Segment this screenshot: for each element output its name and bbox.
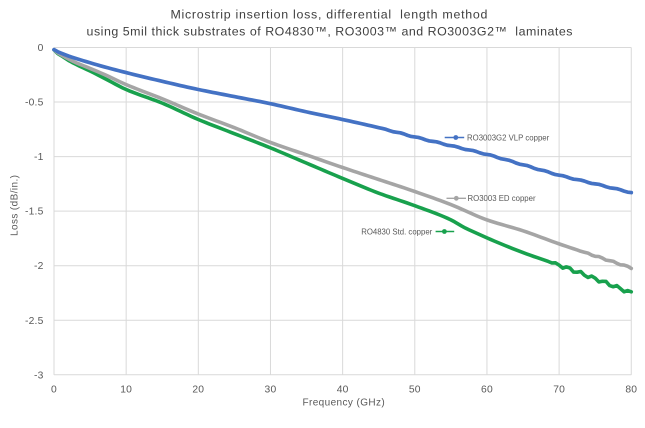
svg-text:-2.5: -2.5 — [25, 316, 44, 327]
svg-text:-0.5: -0.5 — [25, 98, 44, 109]
svg-text:Loss (dB/in.): Loss (dB/in.) — [9, 175, 20, 236]
svg-text:RO3003G2 VLP copper: RO3003G2 VLP copper — [467, 133, 550, 142]
svg-text:-1: -1 — [34, 152, 44, 163]
svg-text:80: 80 — [625, 385, 637, 396]
svg-text:-3: -3 — [34, 370, 44, 381]
svg-text:50: 50 — [409, 385, 421, 396]
svg-text:0: 0 — [38, 43, 44, 54]
svg-text:Microstrip insertion loss, dif: Microstrip insertion loss, differential … — [171, 8, 489, 22]
svg-text:70: 70 — [553, 385, 565, 396]
svg-text:RO3003 ED copper: RO3003 ED copper — [468, 194, 536, 203]
svg-text:30: 30 — [265, 385, 277, 396]
svg-text:0: 0 — [51, 385, 57, 396]
svg-text:using 5mil thick substrates of: using 5mil thick substrates of RO4830™, … — [87, 25, 573, 39]
svg-text:RO4830 Std. copper: RO4830 Std. copper — [361, 227, 432, 236]
svg-text:60: 60 — [481, 385, 493, 396]
svg-text:Frequency (GHz): Frequency (GHz) — [302, 398, 385, 409]
svg-text:-1.5: -1.5 — [25, 207, 44, 218]
svg-text:10: 10 — [120, 385, 132, 396]
svg-text:-2: -2 — [34, 261, 44, 272]
svg-text:20: 20 — [192, 385, 204, 396]
svg-text:40: 40 — [337, 385, 349, 396]
